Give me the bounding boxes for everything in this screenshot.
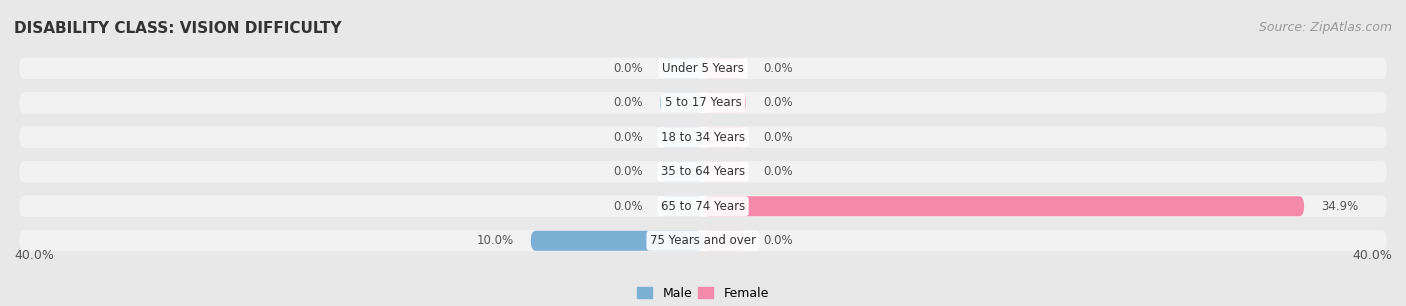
FancyBboxPatch shape	[20, 58, 1386, 79]
FancyBboxPatch shape	[531, 231, 703, 251]
Text: 0.0%: 0.0%	[613, 200, 643, 213]
Text: Under 5 Years: Under 5 Years	[662, 62, 744, 75]
FancyBboxPatch shape	[659, 93, 703, 113]
Legend: Male, Female: Male, Female	[633, 282, 773, 305]
FancyBboxPatch shape	[20, 196, 1386, 217]
FancyBboxPatch shape	[659, 162, 703, 182]
FancyBboxPatch shape	[20, 161, 1386, 182]
FancyBboxPatch shape	[703, 127, 747, 147]
FancyBboxPatch shape	[703, 196, 1305, 216]
Text: 0.0%: 0.0%	[613, 131, 643, 144]
Text: 0.0%: 0.0%	[763, 165, 793, 178]
Text: 0.0%: 0.0%	[613, 62, 643, 75]
Text: 0.0%: 0.0%	[613, 96, 643, 109]
Text: 0.0%: 0.0%	[613, 165, 643, 178]
Text: 0.0%: 0.0%	[763, 234, 793, 247]
FancyBboxPatch shape	[659, 127, 703, 147]
Text: Source: ZipAtlas.com: Source: ZipAtlas.com	[1258, 21, 1392, 34]
Text: 0.0%: 0.0%	[763, 96, 793, 109]
Text: 34.9%: 34.9%	[1322, 200, 1358, 213]
Text: 18 to 34 Years: 18 to 34 Years	[661, 131, 745, 144]
Text: 0.0%: 0.0%	[763, 62, 793, 75]
FancyBboxPatch shape	[703, 231, 747, 251]
FancyBboxPatch shape	[20, 127, 1386, 148]
Text: 5 to 17 Years: 5 to 17 Years	[665, 96, 741, 109]
FancyBboxPatch shape	[703, 58, 747, 78]
FancyBboxPatch shape	[659, 196, 703, 216]
FancyBboxPatch shape	[703, 162, 747, 182]
Text: 40.0%: 40.0%	[1353, 249, 1392, 262]
Text: 65 to 74 Years: 65 to 74 Years	[661, 200, 745, 213]
Text: 0.0%: 0.0%	[763, 131, 793, 144]
FancyBboxPatch shape	[703, 93, 747, 113]
FancyBboxPatch shape	[659, 58, 703, 78]
Text: 10.0%: 10.0%	[477, 234, 513, 247]
Text: 35 to 64 Years: 35 to 64 Years	[661, 165, 745, 178]
FancyBboxPatch shape	[20, 230, 1386, 252]
Text: 75 Years and over: 75 Years and over	[650, 234, 756, 247]
Text: DISABILITY CLASS: VISION DIFFICULTY: DISABILITY CLASS: VISION DIFFICULTY	[14, 21, 342, 36]
FancyBboxPatch shape	[20, 92, 1386, 114]
Text: 40.0%: 40.0%	[14, 249, 53, 262]
